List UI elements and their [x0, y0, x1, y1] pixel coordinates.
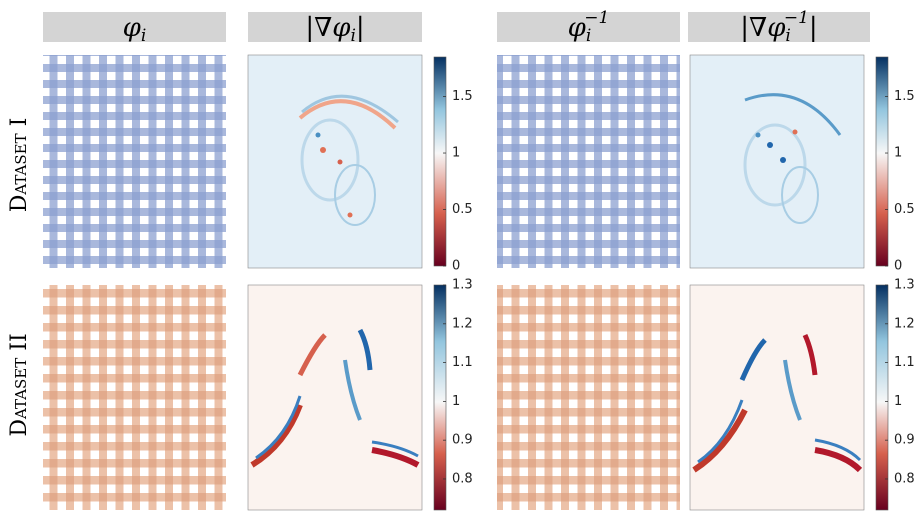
header-end: | [356, 13, 365, 43]
row-label: Dataset II [7, 333, 32, 436]
heatmap [690, 55, 864, 268]
deformation-grid [497, 285, 680, 510]
header-sub: i [141, 26, 146, 46]
colorbar-tick-label: 0 [452, 259, 460, 274]
deformation-grid [497, 55, 680, 268]
colorbar [434, 285, 446, 510]
colorbar-tick-label: 1.3 [452, 278, 473, 293]
colorbar-tick-label: 0.5 [894, 202, 915, 217]
colorbar-tick-label: 1.2 [894, 316, 915, 331]
heatmap [248, 285, 422, 510]
header-base: |∇φ [740, 13, 786, 43]
colorbar-tick-label: 0.8 [452, 471, 473, 486]
row-label: Dataset I [7, 118, 32, 213]
colorbar-tick-label: 1.5 [452, 89, 473, 104]
heatmap [248, 55, 422, 268]
colorbar-tick-label: 1.1 [894, 355, 915, 370]
colorbar-tick-label: 0.5 [452, 202, 473, 217]
colorbar-tick-label: 1 [452, 394, 460, 409]
column-headers: φi|∇φi|φi−1|∇φi−1| [43, 8, 870, 46]
header-end: | [809, 13, 818, 43]
colorbar [434, 57, 446, 266]
header-sup: −1 [584, 8, 609, 28]
colorbar-tick-label: 1 [452, 146, 460, 161]
deformation-grid [43, 55, 226, 268]
heatmap [690, 285, 864, 510]
colorbar-tick-label: 1.5 [894, 89, 915, 104]
header-sub: i [785, 26, 790, 46]
colorbar-tick-label: 0.9 [452, 433, 473, 448]
colorbar-tick-label: 1 [894, 394, 902, 409]
colorbar-tick-label: 0.9 [894, 433, 915, 448]
header-base: |∇φ [305, 13, 351, 43]
header-sub: i [586, 26, 591, 46]
colorbar-tick-label: 1 [894, 146, 902, 161]
colorbar [876, 57, 888, 266]
colorbar [876, 285, 888, 510]
figure: φi|∇φi|φi−1|∇φi−1| Dataset I Dataset II [0, 0, 918, 514]
colorbar-tick-label: 0 [894, 259, 902, 274]
header-base: φ [123, 13, 142, 43]
colorbar-tick-label: 1.3 [894, 278, 915, 293]
header-sup: −1 [784, 8, 809, 28]
colorbar-tick-label: 0.8 [894, 471, 915, 486]
colorbar-tick-label: 1.2 [452, 316, 473, 331]
column-header: |∇φi| [305, 13, 364, 46]
deformation-grid [43, 285, 226, 510]
colorbar-tick-label: 1.1 [452, 355, 473, 370]
